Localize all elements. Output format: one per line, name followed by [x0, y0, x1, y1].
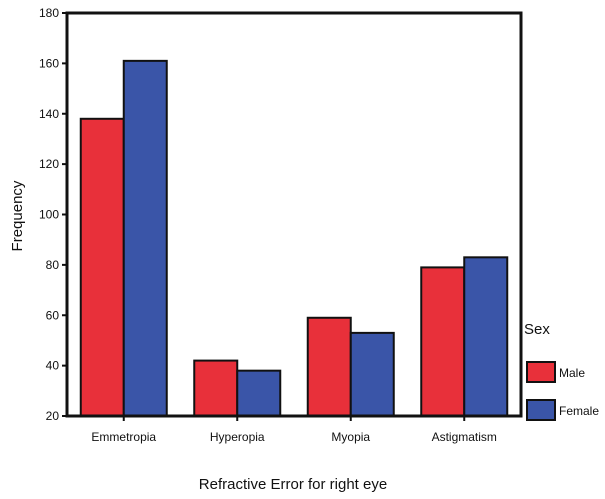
y-axis-ticks: 20 40 60 80 100 120 140 160 180 — [39, 6, 67, 423]
bar-female-emmetropia — [122, 59, 168, 417]
bar-female-astigmatism — [463, 256, 509, 417]
bar-female-hyperopia — [236, 369, 282, 418]
y-tick-label: 40 — [46, 359, 60, 373]
y-tick-label: 20 — [46, 409, 60, 423]
x-category-label: Hyperopia — [210, 430, 265, 444]
plot-area-frame — [65, 11, 523, 418]
x-category-label: Myopia — [331, 430, 370, 444]
bars — [79, 59, 509, 418]
x-category-label: Astigmatism — [432, 430, 497, 444]
legend-swatch-male — [526, 361, 556, 383]
y-tick-label: 100 — [39, 208, 59, 222]
bar-male-hyperopia — [193, 359, 239, 417]
legend-label-male: Male — [559, 366, 585, 380]
legend-title: Sex — [524, 321, 550, 338]
legend-label-female: Female — [559, 404, 599, 418]
y-tick-label: 60 — [46, 308, 60, 322]
bar-male-emmetropia — [79, 117, 125, 417]
y-tick-label: 160 — [39, 56, 59, 70]
y-tick-label: 120 — [39, 157, 59, 171]
y-axis-title: Frequency — [9, 180, 26, 251]
y-tick-label: 80 — [46, 258, 60, 272]
legend-swatch-female — [526, 399, 556, 421]
bar-female-myopia — [349, 331, 395, 418]
bar-male-astigmatism — [420, 266, 466, 417]
x-axis-categories: Emmetropia Hyperopia Myopia Astigmatism — [91, 416, 497, 444]
y-tick-label: 140 — [39, 107, 59, 121]
legend: Sex Male Female — [524, 321, 599, 421]
bar-male-myopia — [306, 316, 352, 417]
x-category-label: Emmetropia — [91, 430, 156, 444]
x-axis-title: Refractive Error for right eye — [199, 476, 387, 493]
y-tick-label: 180 — [39, 6, 59, 20]
